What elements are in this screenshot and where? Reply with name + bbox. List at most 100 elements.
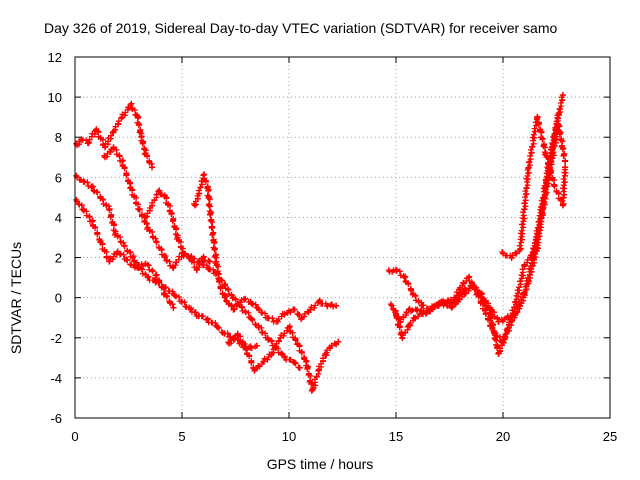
data-point xyxy=(412,314,419,321)
data-point xyxy=(478,290,485,297)
data-point xyxy=(204,264,211,271)
data-point xyxy=(264,314,271,321)
data-point xyxy=(136,206,143,213)
data-point xyxy=(328,342,335,349)
data-point xyxy=(161,254,168,261)
data-point xyxy=(307,306,314,313)
data-point xyxy=(193,266,200,273)
data-point xyxy=(273,318,280,325)
data-point xyxy=(418,310,425,317)
data-point xyxy=(110,128,117,135)
series-markers xyxy=(73,196,177,311)
data-point xyxy=(264,334,271,341)
data-point xyxy=(84,140,91,147)
data-point xyxy=(298,314,305,321)
data-point xyxy=(134,112,141,119)
data-point xyxy=(144,224,151,231)
data-point xyxy=(555,122,562,129)
data-point xyxy=(80,178,87,185)
data-series xyxy=(73,92,569,394)
data-point xyxy=(213,322,220,329)
data-point xyxy=(405,306,412,313)
data-point xyxy=(256,306,263,313)
data-point xyxy=(247,314,254,321)
data-point xyxy=(296,364,303,371)
data-point xyxy=(538,214,545,221)
data-point xyxy=(303,358,310,365)
x-tick-label: 10 xyxy=(282,429,296,444)
data-point xyxy=(290,358,297,365)
plot-frame xyxy=(74,56,611,419)
data-point xyxy=(170,290,177,297)
x-tick-label: 20 xyxy=(496,429,510,444)
data-point xyxy=(127,102,134,109)
data-point xyxy=(495,318,502,325)
data-point xyxy=(204,316,211,323)
data-point xyxy=(393,266,399,273)
data-point xyxy=(324,302,331,309)
data-point xyxy=(196,312,203,319)
data-point xyxy=(89,184,96,191)
data-point xyxy=(200,254,207,261)
data-point xyxy=(153,238,160,245)
data-point xyxy=(161,192,168,199)
data-point xyxy=(204,184,211,191)
y-tick-label: 6 xyxy=(55,170,62,185)
data-point xyxy=(97,194,104,201)
data-point xyxy=(226,340,233,347)
series-markers xyxy=(225,323,342,394)
data-point xyxy=(206,258,213,265)
y-tick-label: 4 xyxy=(55,210,62,225)
data-point xyxy=(217,284,224,291)
series-trace-12 xyxy=(499,113,569,262)
data-point xyxy=(525,164,532,171)
data-point xyxy=(208,224,215,231)
data-point xyxy=(281,354,288,361)
y-tick-label: 2 xyxy=(55,251,62,266)
data-point xyxy=(435,300,442,307)
series-trace-5 xyxy=(141,187,213,274)
data-point xyxy=(457,284,464,291)
data-point xyxy=(155,188,162,195)
data-point xyxy=(534,114,541,121)
data-point xyxy=(388,302,395,309)
data-point xyxy=(221,330,228,337)
data-point xyxy=(335,338,342,345)
data-point xyxy=(512,298,519,305)
data-point xyxy=(286,324,292,331)
data-point xyxy=(234,300,241,307)
data-point xyxy=(119,114,126,121)
data-point xyxy=(529,250,536,257)
y-tick-label: -4 xyxy=(50,371,62,386)
data-point xyxy=(315,366,322,373)
data-point xyxy=(243,346,250,353)
x-tick-label: 5 xyxy=(178,429,185,444)
data-point xyxy=(410,290,417,297)
series-trace-8 xyxy=(255,297,340,325)
y-tick-label: 12 xyxy=(48,50,62,65)
data-point xyxy=(187,306,194,313)
data-point xyxy=(93,126,100,133)
data-point xyxy=(281,310,288,317)
data-point xyxy=(386,268,393,275)
data-point xyxy=(144,274,151,281)
data-point xyxy=(106,206,113,213)
y-tick-label: 10 xyxy=(48,90,62,105)
x-tick-label: 25 xyxy=(603,429,617,444)
series-trace-11 xyxy=(392,122,569,357)
data-point xyxy=(465,274,472,281)
data-point xyxy=(393,310,399,317)
data-point xyxy=(226,300,233,307)
data-point xyxy=(241,296,248,303)
data-point xyxy=(170,304,177,311)
data-point xyxy=(470,282,477,289)
y-tick-label: -6 xyxy=(50,411,62,426)
series-trace-3 xyxy=(73,196,177,311)
data-point xyxy=(452,294,459,301)
data-point xyxy=(448,304,455,311)
data-point xyxy=(129,254,136,261)
data-point xyxy=(238,304,245,311)
data-point xyxy=(142,150,149,157)
data-point xyxy=(170,264,177,271)
